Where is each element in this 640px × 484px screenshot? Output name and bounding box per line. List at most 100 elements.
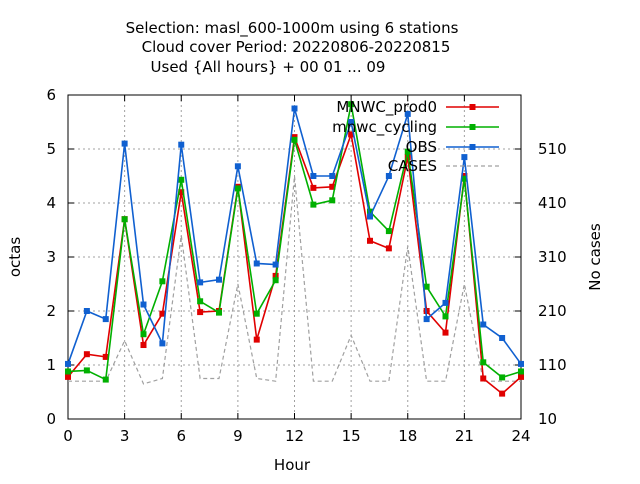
data-point [367, 213, 373, 220]
data-point [461, 154, 468, 161]
legend-label: MNWC_prod0 [336, 98, 437, 117]
data-point [461, 175, 468, 182]
chart-title-line-2: Cloud cover Period: 20220806-20220815 [142, 38, 451, 56]
data-point [442, 313, 449, 320]
data-point [83, 308, 90, 314]
x-tick-label: 24 [511, 427, 530, 445]
data-point [385, 245, 392, 252]
data-point [499, 335, 506, 341]
legend-label: OBS [406, 138, 437, 156]
data-point [385, 173, 392, 179]
data-point [385, 228, 392, 235]
data-point [310, 201, 317, 208]
data-point [102, 316, 109, 323]
data-point [197, 298, 204, 305]
data-point [178, 189, 185, 196]
y-tick-label: 0 [46, 410, 56, 428]
data-point [65, 360, 71, 367]
x-axis-label: Hour [274, 456, 311, 474]
data-point [140, 342, 147, 349]
y-tick-label: 1 [46, 356, 56, 374]
data-point [423, 316, 430, 323]
data-point [423, 283, 430, 290]
x-tick-label: 3 [120, 427, 130, 445]
data-point [65, 368, 71, 375]
data-point [291, 136, 298, 143]
x-axis: 0 3 6 9 12 15 18 21 24 [63, 95, 531, 445]
data-point [329, 183, 336, 190]
data-point [121, 140, 128, 147]
data-point [310, 184, 317, 191]
data-point [404, 148, 411, 155]
legend-marker [469, 104, 476, 110]
data-point [216, 309, 222, 316]
chart-title: Selection: masl_600-1000m using 6 statio… [126, 19, 459, 76]
data-point [329, 197, 336, 204]
data-point [121, 216, 128, 223]
data-point [348, 101, 355, 108]
x-tick-label: 21 [455, 427, 474, 445]
series-obs [65, 105, 524, 367]
data-point [253, 336, 260, 343]
data-point [253, 260, 260, 267]
data-point [480, 375, 487, 382]
data-point [253, 310, 260, 317]
x-tick-label: 12 [285, 427, 304, 445]
data-point [367, 237, 373, 244]
x-tick-label: 6 [176, 427, 186, 445]
data-point [159, 340, 166, 347]
data-point [404, 110, 411, 117]
data-point [518, 360, 524, 367]
y2-tick-label: 110 [538, 356, 567, 374]
legend-marker [469, 124, 476, 130]
data-point [159, 310, 166, 317]
data-point [234, 163, 241, 170]
y2-tick-label: 510 [538, 140, 567, 158]
data-point [329, 173, 336, 179]
y-tick-label: 2 [46, 302, 56, 320]
data-point [65, 373, 71, 380]
series-cases [68, 175, 521, 385]
data-point [518, 368, 524, 375]
y2-tick-label: 410 [538, 194, 567, 212]
data-point [234, 185, 241, 192]
data-point [197, 309, 204, 316]
data-point [197, 279, 204, 286]
data-point [291, 105, 298, 112]
x-tick-label: 15 [342, 427, 361, 445]
data-point [216, 276, 222, 283]
data-point [442, 299, 449, 306]
series-line [68, 175, 521, 385]
data-point [499, 390, 506, 397]
data-point [348, 119, 355, 125]
data-point [367, 208, 373, 215]
data-point [480, 321, 487, 328]
data-point [102, 353, 109, 360]
data-point [272, 261, 279, 268]
y-tick-label: 4 [46, 194, 56, 212]
y-axis-label: octas [6, 237, 24, 277]
y2-axis-label: No cases [586, 223, 604, 291]
legend-marker [469, 144, 476, 150]
chart-title-line-1: Selection: masl_600-1000m using 6 statio… [126, 19, 459, 38]
legend-label: mnwc_cycling [332, 118, 437, 137]
data-point [348, 131, 355, 138]
data-point [159, 278, 166, 285]
y-tick-label: 5 [46, 140, 56, 158]
data-point [480, 359, 487, 366]
data-point [140, 301, 147, 308]
data-point [310, 173, 317, 179]
data-point [140, 331, 147, 338]
data-point [83, 351, 90, 358]
x-tick-label: 0 [63, 427, 73, 445]
data-point [518, 373, 524, 380]
data-point [178, 176, 185, 183]
data-point [499, 374, 506, 381]
chart-title-line-3: Used {All hours} + 00 01 ... 09 [151, 58, 386, 76]
x-tick-label: 9 [233, 427, 243, 445]
y-tick-label: 3 [46, 248, 56, 266]
y2-tick-label: 210 [538, 302, 567, 320]
series-layer [65, 101, 524, 397]
